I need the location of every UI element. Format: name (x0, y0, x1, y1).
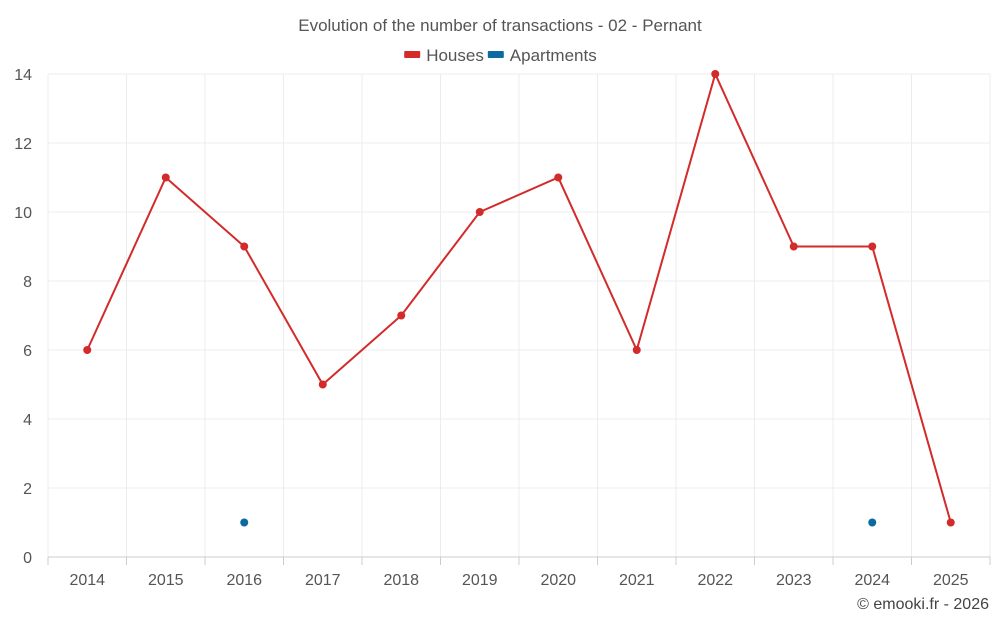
gridlines (47, 73, 991, 557)
y-tick-label: 10 (14, 205, 32, 222)
data-point-houses[interactable] (789, 242, 798, 251)
y-tick-label: 8 (23, 274, 32, 291)
data-point-houses[interactable] (632, 346, 641, 354)
x-axis-ticks: 2014 2015 2016 2017 2018 2019 2020 2021 2022 2023… (47, 556, 991, 589)
x-tick-label: 2019 (462, 572, 498, 589)
x-tick-label: 2025 (933, 572, 969, 589)
series-group (83, 70, 955, 527)
data-point-houses[interactable] (475, 208, 484, 216)
x-tick-label: 2015 (148, 572, 184, 589)
x-tick-label: 2018 (383, 572, 419, 589)
legend-label-apartments[interactable]: Apartments (510, 46, 597, 65)
x-tick-label: 2014 (69, 572, 105, 589)
data-point-apartments[interactable] (868, 518, 877, 527)
x-tick-label: 2017 (305, 572, 341, 589)
data-point-houses[interactable] (554, 173, 563, 182)
x-tick-label: 2020 (540, 572, 576, 589)
y-tick-label: 0 (23, 550, 32, 567)
legend: Houses Apartments (404, 46, 597, 65)
legend-swatch-apartments (487, 51, 504, 58)
legend-label-houses[interactable]: Houses (426, 46, 484, 65)
data-point-houses[interactable] (711, 70, 720, 78)
y-tick-label: 6 (23, 343, 32, 360)
data-point-apartments[interactable] (240, 518, 249, 527)
data-point-houses[interactable] (397, 311, 406, 320)
y-axis-ticks: 0 2 4 6 8 10 12 14 (14, 67, 32, 567)
x-tick-label: 2023 (776, 572, 812, 589)
x-tick-label: 2024 (854, 572, 890, 589)
y-tick-label: 14 (14, 67, 32, 84)
chart-title: Evolution of the number of transactions … (298, 16, 702, 35)
credit-text: © emooki.fr - 2026 (857, 596, 989, 613)
y-tick-label: 2 (23, 481, 32, 498)
series-line-houses (86, 71, 952, 523)
data-point-houses[interactable] (161, 173, 170, 182)
data-point-houses[interactable] (240, 242, 249, 251)
data-point-houses[interactable] (318, 380, 327, 389)
data-point-houses[interactable] (868, 242, 877, 251)
data-point-houses[interactable] (83, 346, 92, 354)
data-point-houses[interactable] (946, 518, 955, 527)
y-tick-label: 12 (14, 136, 32, 153)
legend-swatch-houses (404, 51, 421, 58)
x-tick-label: 2016 (226, 572, 262, 589)
x-tick-label: 2022 (697, 572, 733, 589)
y-tick-label: 4 (23, 412, 32, 429)
x-tick-label: 2021 (619, 572, 655, 589)
